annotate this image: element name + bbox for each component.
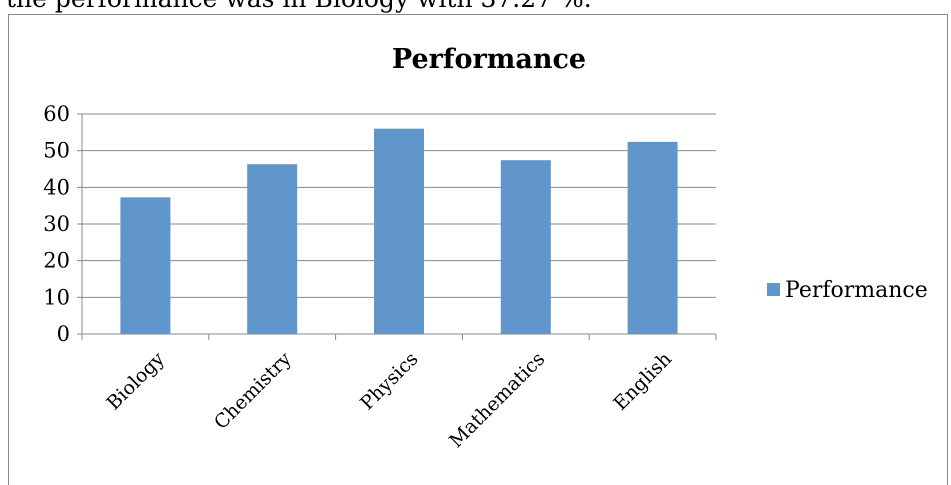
y-tick-label: 40	[43, 175, 70, 199]
x-tick-label: English	[609, 348, 676, 415]
bar	[247, 164, 298, 334]
bar-chart: Performance 0 10 20 30 40 50 60 Biology Chemist…	[43, 44, 928, 452]
y-tick-label: 50	[43, 139, 70, 163]
y-axis-ticks: 0 10 20 30 40 50 60	[43, 102, 82, 346]
y-tick-label: 0	[57, 322, 70, 346]
x-axis-labels: Biology Chemistry Physics Mathematics Englis…	[103, 348, 677, 452]
x-axis	[81, 114, 717, 340]
x-tick-label: Mathematics	[445, 348, 549, 452]
y-tick-label: 60	[43, 102, 70, 126]
legend-label: Performance	[785, 278, 928, 303]
bar	[374, 128, 424, 334]
y-tick-label: 10	[43, 285, 70, 309]
y-tick-label: 20	[43, 249, 70, 273]
chart-container: Performance 0 10 20 30 40 50 60 Biology Chemist…	[8, 14, 948, 485]
legend: Performance	[767, 278, 928, 303]
bars	[120, 128, 678, 334]
legend-swatch	[767, 283, 780, 296]
x-tick-label: Biology	[103, 348, 170, 415]
y-tick-label: 30	[43, 212, 70, 236]
x-tick-label: Physics	[356, 348, 422, 414]
chart-title: Performance	[392, 44, 586, 75]
bar	[120, 197, 171, 334]
bar	[500, 160, 551, 334]
bar	[627, 141, 678, 334]
x-tick-label: Chemistry	[210, 348, 296, 434]
document-text-line: the performance was in Biology with 37.2…	[6, 0, 592, 13]
